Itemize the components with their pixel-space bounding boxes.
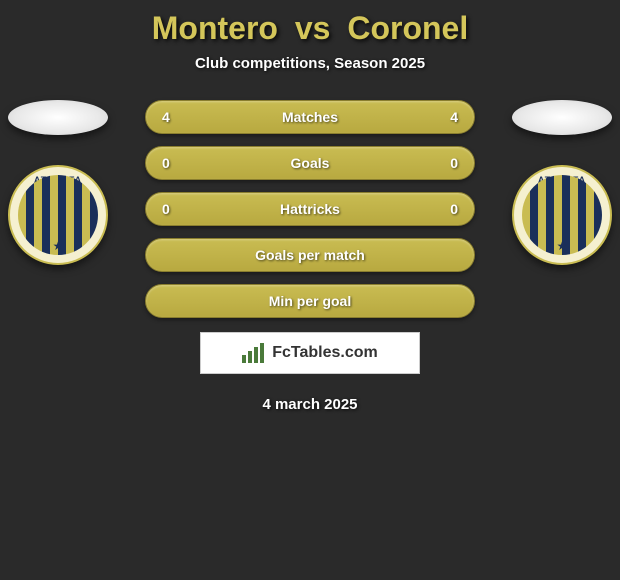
player-left-column: ATLANTA ★ xyxy=(8,100,108,265)
stat-right-value: 4 xyxy=(438,109,458,125)
stat-row-goals: 0 Goals 0 xyxy=(145,146,475,180)
stat-label: Min per goal xyxy=(269,293,351,309)
player-right-club-badge: ATLANTA ★ xyxy=(512,165,612,265)
stat-row-min-per-goal: Min per goal xyxy=(145,284,475,318)
chart-bar-icon xyxy=(254,347,258,363)
stat-row-hattricks: 0 Hattricks 0 xyxy=(145,192,475,226)
stat-label: Goals xyxy=(291,155,330,171)
player-left-avatar xyxy=(8,100,108,135)
chart-bar-icon xyxy=(260,343,264,363)
player-left-name: Montero xyxy=(152,10,278,46)
player-left-club-badge: ATLANTA ★ xyxy=(8,165,108,265)
badge-star-icon: ★ xyxy=(53,239,64,253)
chart-bar-icon xyxy=(248,351,252,363)
player-right-column: ATLANTA ★ xyxy=(512,100,612,265)
branding-text: FcTables.com xyxy=(272,344,378,362)
date-text: 4 march 2025 xyxy=(262,396,357,413)
page-title: Montero vs Coronel xyxy=(152,10,468,47)
stat-row-matches: 4 Matches 4 xyxy=(145,100,475,134)
player-right-avatar xyxy=(512,100,612,135)
content-area: ATLANTA ★ 4 Matches 4 0 Goals 0 0 Hattri… xyxy=(0,100,620,318)
branding-box[interactable]: FcTables.com xyxy=(200,332,420,374)
stat-label: Goals per match xyxy=(255,247,365,263)
stat-right-value: 0 xyxy=(438,201,458,217)
stat-left-value: 4 xyxy=(162,109,182,125)
vs-text: vs xyxy=(295,10,331,46)
player-right-name: Coronel xyxy=(347,10,468,46)
chart-bar-icon xyxy=(242,355,246,363)
badge-star-icon: ★ xyxy=(557,239,568,253)
badge-circle: ATLANTA ★ xyxy=(512,165,612,265)
chart-icon xyxy=(242,343,264,363)
stat-label: Hattricks xyxy=(280,201,340,217)
main-container: Montero vs Coronel Club competitions, Se… xyxy=(0,0,620,580)
badge-circle: ATLANTA ★ xyxy=(8,165,108,265)
stat-left-value: 0 xyxy=(162,201,182,217)
stat-right-value: 0 xyxy=(438,155,458,171)
subtitle: Club competitions, Season 2025 xyxy=(195,55,425,72)
stat-label: Matches xyxy=(282,109,338,125)
stat-left-value: 0 xyxy=(162,155,182,171)
stats-column: 4 Matches 4 0 Goals 0 0 Hattricks 0 Goal… xyxy=(145,100,475,318)
stat-row-goals-per-match: Goals per match xyxy=(145,238,475,272)
